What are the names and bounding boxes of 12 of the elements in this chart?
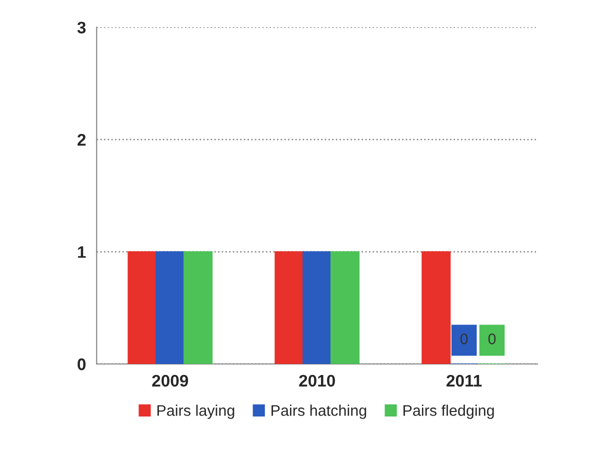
legend-label: Pairs fledging bbox=[404, 404, 494, 419]
x-tick-label: 2009 bbox=[152, 374, 188, 387]
x-tick-label: 2010 bbox=[299, 374, 335, 387]
legend-label: Pairs laying bbox=[157, 404, 234, 419]
x-tick-label: 2011 bbox=[446, 374, 482, 387]
legend-label: Pairs hatching bbox=[272, 404, 366, 419]
y-tick-label: 1 bbox=[78, 246, 86, 258]
data-label: 0 bbox=[488, 333, 496, 344]
y-tick-label: 3 bbox=[77, 22, 86, 34]
data-label: 0 bbox=[460, 333, 468, 344]
y-tick-label: 0 bbox=[78, 358, 86, 370]
y-tick-label: 2 bbox=[78, 134, 86, 146]
